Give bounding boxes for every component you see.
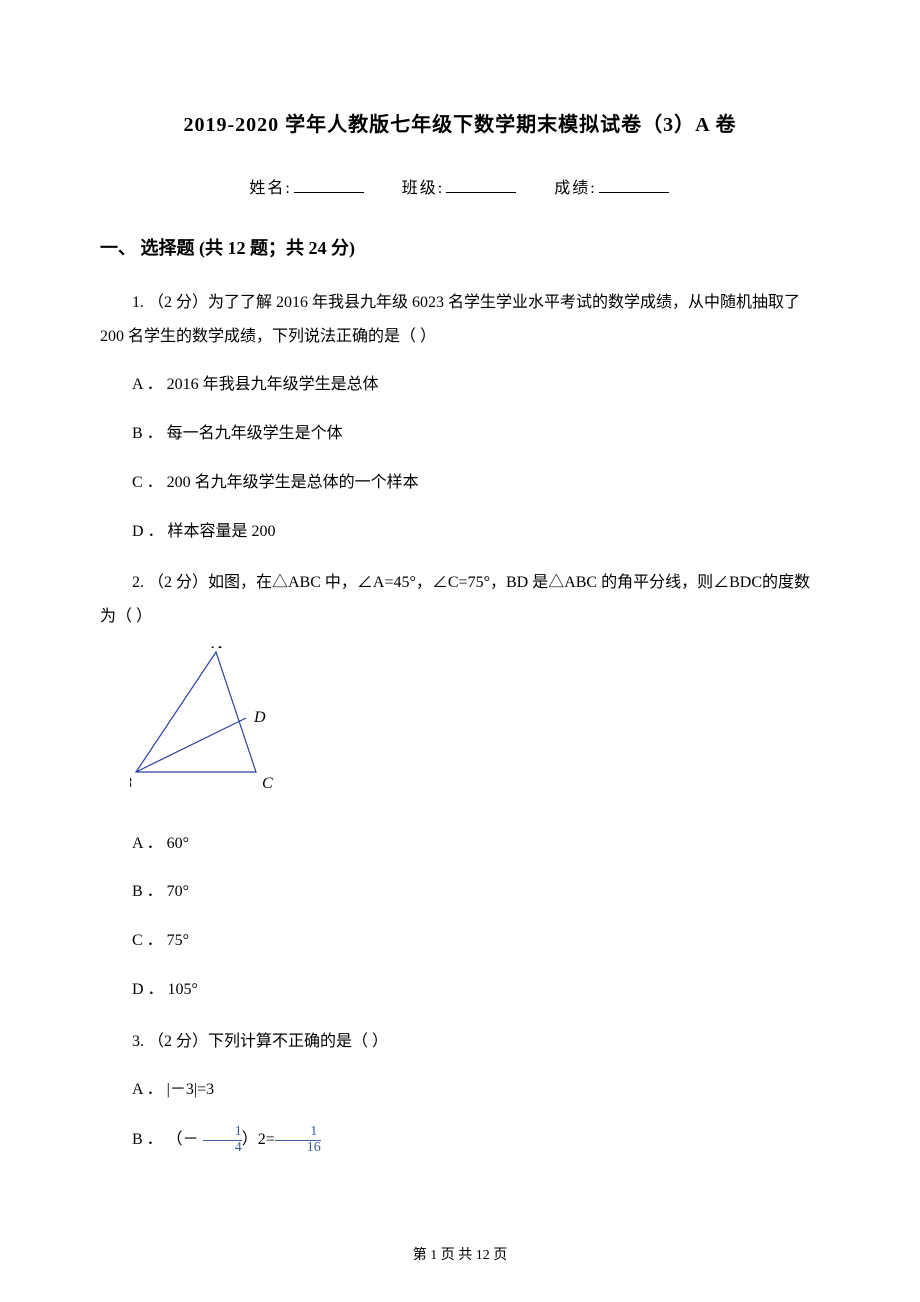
q1-option-b: B ． 每一名九年级学生是个体 bbox=[100, 420, 820, 449]
class-label: 班级: bbox=[402, 180, 444, 197]
page-title: 2019-2020 学年人教版七年级下数学期末模拟试卷（3）A 卷 bbox=[100, 110, 820, 140]
score-label: 成绩: bbox=[554, 180, 596, 197]
q1-option-d: D ． 样本容量是 200 bbox=[100, 518, 820, 547]
q3-stem: 3. （2 分）下列计算不正确的是（ ） bbox=[100, 1025, 820, 1059]
frac-num: 1 bbox=[275, 1125, 321, 1140]
q3b-prefix: B ． （－ bbox=[132, 1131, 203, 1148]
q1-stem: 1. （2 分）为了了解 2016 年我县九年级 6023 名学生学业水平考试的… bbox=[100, 286, 820, 353]
q2-option-b: B ． 70° bbox=[100, 878, 820, 907]
q3-option-a: A ． |－3|=3 bbox=[100, 1076, 820, 1105]
segment-bd bbox=[136, 718, 246, 772]
score-blank bbox=[599, 176, 669, 193]
q2-option-c: C ． 75° bbox=[100, 927, 820, 956]
frac-den: 4 bbox=[203, 1140, 242, 1156]
vertex-b-label: B bbox=[130, 775, 132, 792]
vertex-d-label: D bbox=[253, 709, 266, 726]
frac-den: 16 bbox=[275, 1140, 321, 1156]
q2-stem: 2. （2 分）如图，在△ABC 中，∠A=45°，∠C=75°，BD 是△AB… bbox=[100, 566, 820, 633]
q2-option-a: A ． 60° bbox=[100, 830, 820, 859]
vertex-c-label: C bbox=[262, 775, 273, 792]
triangle-svg: A B C D bbox=[130, 646, 290, 796]
q3b-mid: ）2= bbox=[242, 1131, 275, 1148]
exam-page: 2019-2020 学年人教版七年级下数学期末模拟试卷（3）A 卷 姓名: 班级… bbox=[0, 0, 920, 1302]
q3-option-b: B ． （－ 14）2=116 bbox=[100, 1125, 820, 1155]
page-footer: 第 1 页 共 12 页 bbox=[0, 1245, 920, 1266]
meta-row: 姓名: 班级: 成绩: bbox=[100, 176, 820, 201]
name-label: 姓名: bbox=[249, 180, 291, 197]
frac-num: 1 bbox=[203, 1125, 242, 1140]
class-blank bbox=[446, 176, 516, 193]
vertex-a-label: A bbox=[211, 646, 222, 652]
section-heading: 一、 选择题 (共 12 题；共 24 分) bbox=[100, 235, 820, 262]
q1-option-c: C ． 200 名九年级学生是总体的一个样本 bbox=[100, 469, 820, 498]
q3b-frac2: 116 bbox=[275, 1125, 321, 1155]
q1-option-a: A ． 2016 年我县九年级学生是总体 bbox=[100, 371, 820, 400]
triangle-abc bbox=[136, 652, 256, 772]
q3b-frac1: 14 bbox=[203, 1125, 242, 1155]
name-blank bbox=[294, 176, 364, 193]
q2-figure: A B C D bbox=[130, 646, 820, 804]
q2-option-d: D ． 105° bbox=[100, 976, 820, 1005]
